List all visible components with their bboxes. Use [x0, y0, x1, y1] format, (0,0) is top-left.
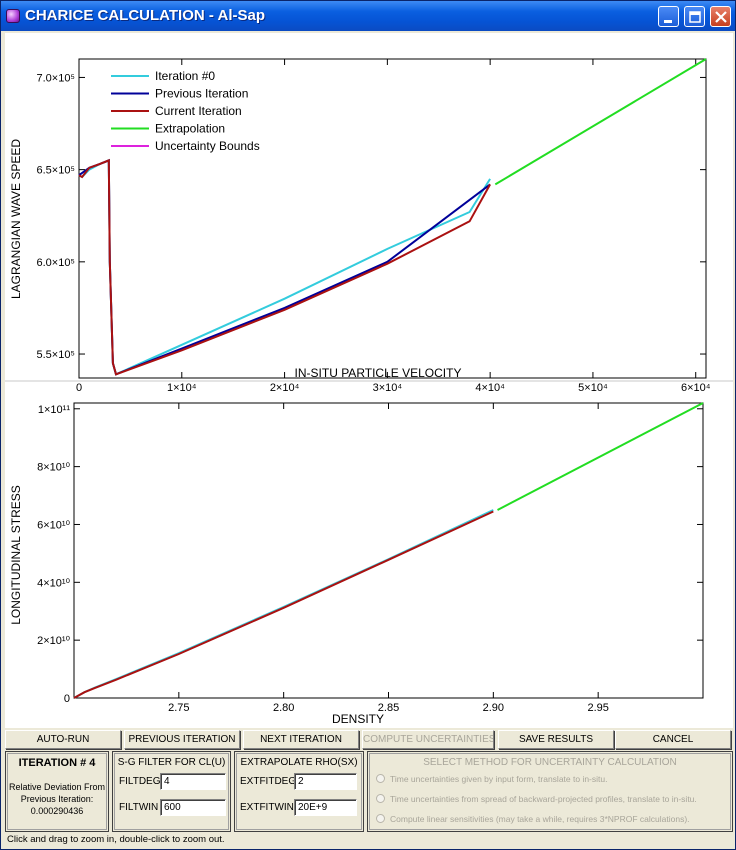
- plot-area[interactable]: 0 1×10⁴ 2×10⁴ 3×10⁴ 4×10⁴ 5×10⁴ 6×10⁴ 5.5×10⁵ 6.…: [5, 33, 733, 728]
- x-tick-label: 2.90: [483, 702, 504, 714]
- series-line-iteration-0: [78, 158, 491, 376]
- button-row: AUTO-RUN PREVIOUS ITERATION NEXT ITERATI…: [5, 730, 733, 750]
- x-tick-label: 3×10⁴: [373, 382, 403, 394]
- series-line-current-iteration: [73, 510, 494, 699]
- y-axis-label: LAGRANGIAN WAVE SPEED: [9, 139, 23, 299]
- radio-icon[interactable]: [376, 814, 385, 823]
- y-axis-label: LONGITUDINAL STRESS: [9, 485, 23, 625]
- filtdeg-label: FILTDEG: [119, 776, 161, 787]
- y-tick-label: 5.5×10⁵: [36, 349, 75, 361]
- extfitwin-label: EXTFITWIN: [240, 802, 294, 813]
- radio-icon[interactable]: [376, 794, 385, 803]
- series-line-iteration-0: [73, 509, 494, 699]
- x-tick-label: 2.75: [168, 702, 189, 714]
- extrapolate-title: EXTRAPOLATE RHO(SX): [240, 757, 358, 768]
- x-tick-label: 6×10⁴: [681, 382, 711, 394]
- minimize-icon: [664, 20, 672, 23]
- y-tick-label: 6.5×10⁵: [36, 165, 75, 177]
- chart-frame: [73, 402, 704, 699]
- x-axis-label: IN-SITU PARTICLE VELOCITY: [295, 366, 462, 380]
- uncertainty-option-3[interactable]: Compute linear sensitivities (may take a…: [376, 814, 690, 824]
- minimize-button[interactable]: [658, 6, 679, 27]
- legend: Iteration #0 Previous Iteration Current It…: [111, 69, 260, 153]
- app-icon: [6, 9, 20, 23]
- x-tick-label: 2×10⁴: [270, 382, 300, 394]
- x-tick-label: 5×10⁴: [578, 382, 608, 394]
- chart-wave-speed[interactable]: 0 1×10⁴ 2×10⁴ 3×10⁴ 4×10⁴ 5×10⁴ 6×10⁴ 5.5×10⁵ 6.…: [9, 58, 711, 394]
- extfitwin-input[interactable]: 20E+9: [294, 799, 357, 816]
- x-tick-label: 2.80: [273, 702, 294, 714]
- y-tick-label: 4×10¹⁰: [37, 577, 70, 589]
- uncertainty-option-1[interactable]: Time uncertainties given by input form, …: [376, 774, 607, 784]
- chart-stress-density[interactable]: 2.75 2.80 2.85 2.90 2.95 0 2×10¹⁰ 4×10¹⁰ 6×10¹⁰ 8…: [9, 402, 704, 726]
- cancel-button[interactable]: CANCEL: [615, 730, 731, 749]
- plot-canvas[interactable]: 0 1×10⁴ 2×10⁴ 3×10⁴ 4×10⁴ 5×10⁴ 6×10⁴ 5.5×10⁵ 6.…: [5, 33, 733, 728]
- extfitdeg-label: EXTFITDEG: [240, 776, 297, 787]
- chart-frame: [78, 58, 707, 379]
- compute-uncertainties-button[interactable]: COMPUTE UNCERTAINTIES: [362, 730, 494, 749]
- legend-label: Uncertainty Bounds: [155, 139, 260, 153]
- sg-filter-panel: S-G FILTER FOR CL(U) FILTDEG 4 FILTWIN 6…: [112, 751, 231, 832]
- extfitdeg-input[interactable]: 2: [294, 773, 357, 790]
- uncertainty-method-title: SELECT METHOD FOR UNCERTAINTY CALCULATIO…: [423, 757, 677, 768]
- iteration-panel: ITERATION # 4 Relative Deviation From Pr…: [5, 751, 109, 832]
- filtwin-label: FILTWIN: [119, 802, 159, 813]
- extrapolate-panel: EXTRAPOLATE RHO(SX) EXTFITDEG 2 EXTFITWI…: [234, 751, 364, 832]
- next-iteration-button[interactable]: NEXT ITERATION: [243, 730, 359, 749]
- filtwin-input[interactable]: 600: [160, 799, 226, 816]
- x-tick-label: 0: [76, 382, 82, 394]
- filtdeg-input[interactable]: 4: [160, 773, 226, 790]
- close-icon: [715, 11, 727, 23]
- series-line-current-iteration: [78, 158, 491, 376]
- y-tick-label: 7.0×10⁵: [36, 72, 75, 84]
- deviation-label-line2: Previous Iteration:: [20, 794, 94, 804]
- legend-label: Current Iteration: [155, 104, 242, 118]
- x-tick-label: 2.85: [378, 702, 399, 714]
- status-bar: Click and drag to zoom in, double-click …: [7, 834, 225, 845]
- maximize-button[interactable]: [684, 6, 705, 27]
- y-tick-label: 0: [64, 693, 70, 705]
- y-tick-label: 8×10¹⁰: [37, 462, 70, 474]
- window-title: CHARICE CALCULATION - Al-Sap: [25, 7, 265, 24]
- uncertainty-method-panel: SELECT METHOD FOR UNCERTAINTY CALCULATIO…: [367, 751, 733, 832]
- legend-label: Iteration #0: [155, 69, 215, 83]
- deviation-value: 0.000290436: [30, 806, 84, 816]
- x-axis-label: DENSITY: [332, 712, 384, 726]
- close-button[interactable]: [710, 6, 731, 27]
- iteration-title: ITERATION # 4: [18, 757, 96, 769]
- series-line-previous-iteration: [78, 158, 491, 376]
- save-results-button[interactable]: SAVE RESULTS: [498, 730, 614, 749]
- deviation-label-line1: Relative Deviation From: [8, 782, 106, 792]
- x-tick-label: 2.95: [587, 702, 608, 714]
- title-bar[interactable]: CHARICE CALCULATION - Al-Sap: [1, 1, 735, 31]
- legend-label: Extrapolation: [155, 122, 225, 136]
- maximize-icon: [689, 11, 701, 23]
- y-tick-label: 2×10¹⁰: [37, 635, 70, 647]
- series-line-extrapolation: [494, 58, 707, 186]
- y-tick-label: 1×10¹¹: [38, 404, 70, 416]
- y-tick-label: 6.0×10⁵: [36, 257, 75, 269]
- previous-iteration-button[interactable]: PREVIOUS ITERATION: [124, 730, 240, 749]
- sg-filter-title: S-G FILTER FOR CL(U): [117, 757, 226, 768]
- radio-icon[interactable]: [376, 774, 385, 783]
- x-tick-label: 1×10⁴: [167, 382, 197, 394]
- legend-label: Previous Iteration: [155, 87, 248, 101]
- series-line-extrapolation: [497, 402, 704, 511]
- y-tick-label: 6×10¹⁰: [37, 519, 70, 531]
- x-tick-label: 4×10⁴: [475, 382, 505, 394]
- auto-run-button[interactable]: AUTO-RUN: [5, 730, 121, 749]
- uncertainty-option-2[interactable]: Time uncertainties from spread of backwa…: [376, 794, 697, 804]
